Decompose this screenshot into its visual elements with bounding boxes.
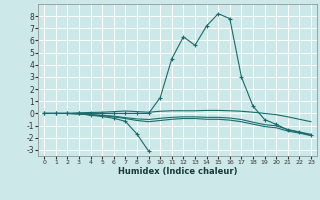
X-axis label: Humidex (Indice chaleur): Humidex (Indice chaleur): [118, 167, 237, 176]
